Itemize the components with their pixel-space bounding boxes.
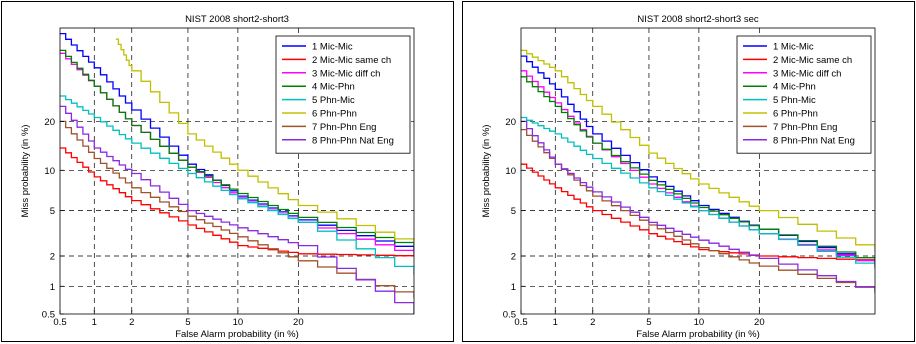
y-tick-label: 1 — [50, 282, 55, 293]
legend-label: 6 Phn-Phn — [312, 109, 357, 120]
axes-frame — [59, 27, 415, 315]
series-line-4 — [60, 49, 414, 248]
legend-box — [275, 35, 411, 154]
legend-label: 8 Phn-Phn Nat Eng — [773, 135, 855, 146]
grid — [60, 28, 414, 314]
legend-label: 4 Mic-Phn — [773, 82, 816, 93]
legend-label: 6 Phn-Phn — [773, 109, 818, 120]
x-tick-label: 1 — [553, 317, 558, 328]
series-group — [521, 49, 875, 293]
legend-label: 3 Mic-Mic diff ch — [773, 68, 841, 79]
series-line-6 — [521, 49, 875, 252]
axes-frame — [520, 27, 876, 315]
y-tick-label: 2 — [511, 252, 516, 263]
legend-label: 7 Phn-Phn Eng — [773, 122, 837, 133]
series-line-5 — [521, 116, 875, 269]
chart-panel-left: 0.5 1 2 5 10 20 0.5 1 2 5 10 20 NIST 2008 short2-sho… — [1, 1, 454, 342]
legend-label: 5 Phn-Mic — [773, 95, 816, 106]
series-line-7 — [60, 120, 414, 299]
y-tick-label: 1 — [511, 282, 516, 293]
x-tick-label: 20 — [754, 317, 765, 328]
x-axis-label: False Alarm probability (in %) — [175, 329, 299, 340]
legend-label: 2 Mic-Mic same ch — [773, 55, 852, 66]
y-axis-label: Miss probability (in %) — [481, 125, 492, 218]
y-tick-label: 20 — [505, 117, 516, 128]
legend-label: 7 Phn-Phn Eng — [312, 122, 376, 133]
legend-box — [736, 35, 872, 154]
legend-label: 8 Phn-Phn Nat Eng — [312, 135, 394, 146]
legend-label: 1 Mic-Mic — [773, 42, 814, 53]
chart-title: NIST 2008 short2-short3 sec — [637, 14, 759, 25]
chart-title: NIST 2008 short2-short3 — [185, 14, 289, 25]
legend-label: 1 Mic-Mic — [312, 42, 353, 53]
y-tick-label: 10 — [505, 166, 516, 177]
x-axis-label: False Alarm probability (in %) — [636, 329, 760, 340]
series-line-8 — [521, 120, 875, 293]
x-tick-label: 10 — [694, 317, 705, 328]
legend-label: 5 Phn-Mic — [312, 95, 355, 106]
y-tick-label: 5 — [50, 206, 55, 217]
legend-label: 2 Mic-Mic same ch — [312, 55, 391, 66]
legend-label: 3 Mic-Mic diff ch — [312, 68, 380, 79]
series-group — [60, 32, 414, 314]
x-tick-label: 20 — [293, 317, 304, 328]
y-tick-label: 5 — [511, 206, 516, 217]
y-tick-label: 0.5 — [42, 310, 55, 321]
series-line-5 — [60, 95, 414, 276]
y-tick-label: 2 — [50, 252, 55, 263]
y-tick-label: 10 — [44, 166, 55, 177]
legend: 1 Mic-Mic 2 Mic-Mic same ch 3 Mic-Mic diff… — [275, 35, 411, 154]
legend: 1 Mic-Mic 2 Mic-Mic same ch 3 Mic-Mic diff… — [736, 35, 872, 154]
x-tick-label: 0.5 — [53, 317, 66, 328]
x-tick-label: 1 — [92, 317, 97, 328]
x-tick-label: 5 — [185, 317, 190, 328]
x-tick-label: 2 — [129, 317, 134, 328]
x-tick-label: 5 — [646, 317, 651, 328]
y-tick-label: 0.5 — [503, 310, 516, 321]
x-tick-label: 0.5 — [514, 317, 527, 328]
series-line-6 — [115, 38, 414, 246]
det-chart-right: 0.5 1 2 5 10 20 0.5 1 2 5 10 20 NIST 2008 short2-sho… — [481, 14, 876, 340]
y-tick-label: 20 — [44, 117, 55, 128]
x-tick-label: 2 — [590, 317, 595, 328]
det-chart-left: 0.5 1 2 5 10 20 0.5 1 2 5 10 20 NIST 2008 short2-sho… — [20, 14, 415, 340]
chart-panel-right: 0.5 1 2 5 10 20 0.5 1 2 5 10 20 NIST 2008 short2-sho… — [462, 1, 915, 342]
y-axis-label: Miss probability (in %) — [20, 125, 31, 218]
series-line-8 — [60, 105, 414, 314]
legend-label: 4 Mic-Phn — [312, 82, 355, 93]
x-tick-label: 10 — [233, 317, 244, 328]
series-line-2 — [60, 147, 414, 257]
